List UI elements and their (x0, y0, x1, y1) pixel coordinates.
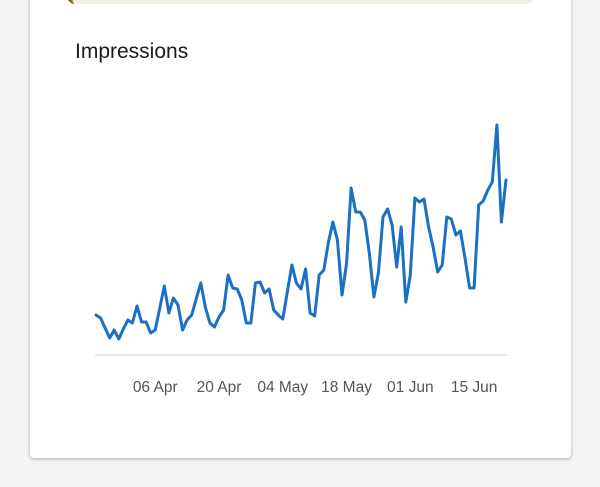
x-tick-label: 20 Apr (196, 379, 242, 396)
x-tick-label: 18 May (321, 379, 372, 396)
x-tick-label: 04 May (257, 379, 309, 396)
x-tick-label: 06 Apr (132, 379, 178, 396)
impressions-series-line (94, 123, 508, 341)
chart-title: Impressions (75, 40, 189, 63)
impressions-card: Impressions (30, 0, 571, 458)
notice-banner (67, 0, 534, 4)
x-tick-label: 15 Jun (450, 379, 498, 396)
x-tick-label: 01 Jun (387, 379, 434, 396)
